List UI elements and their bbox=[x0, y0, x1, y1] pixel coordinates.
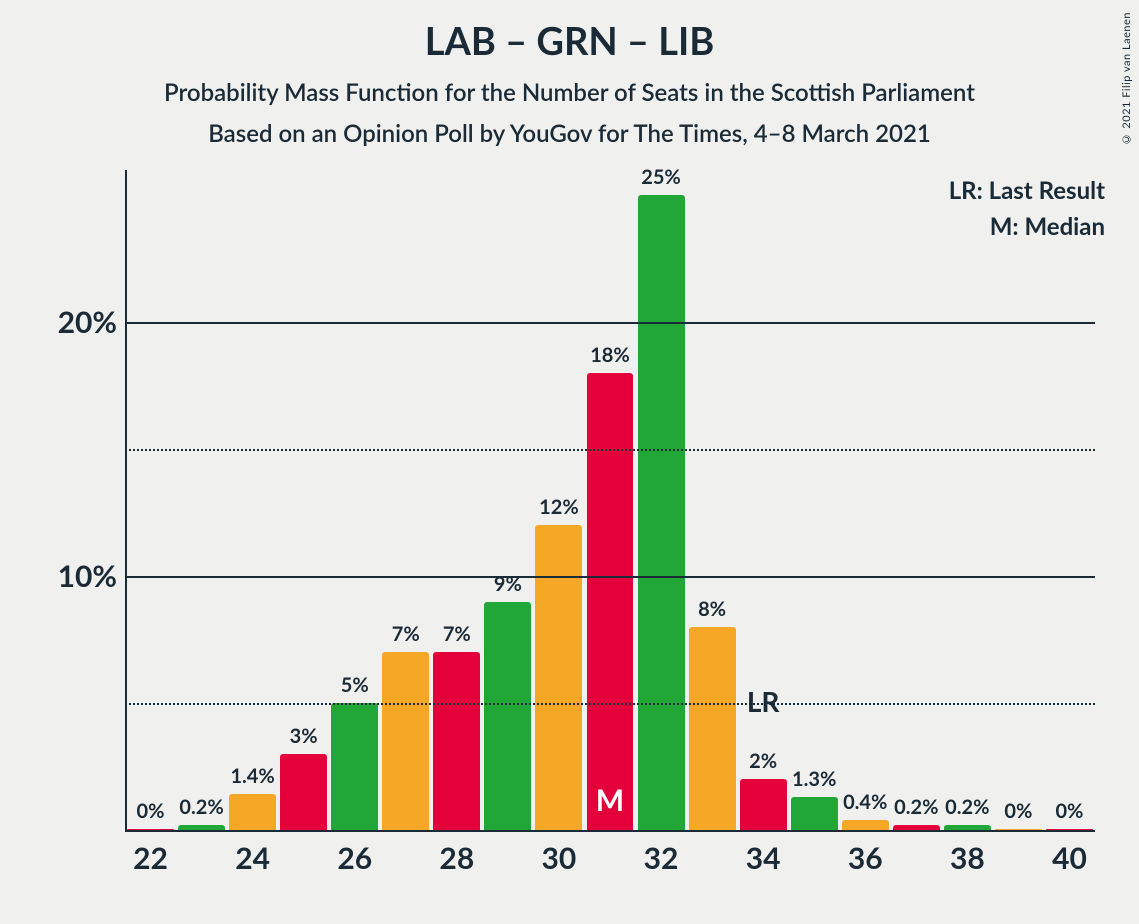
bar-value-label: 8% bbox=[698, 597, 726, 621]
bar: 1.3% bbox=[791, 797, 838, 830]
bar: 12% bbox=[535, 525, 582, 830]
bar-value-label: 7% bbox=[392, 622, 420, 646]
chart-subtitle-1: Probability Mass Function for the Number… bbox=[0, 78, 1139, 107]
bar: 7% bbox=[433, 652, 480, 830]
last-result-annotation: LR bbox=[747, 684, 780, 718]
ytick-label: 20% bbox=[58, 304, 117, 340]
bar-value-label: 0% bbox=[137, 799, 165, 823]
xtick-label: 24 bbox=[235, 840, 270, 876]
bar-value-label: 9% bbox=[494, 572, 522, 596]
median-marker: M bbox=[596, 782, 624, 818]
bar-value-label: 0.2% bbox=[179, 795, 223, 819]
chart-subtitle-2: Based on an Opinion Poll by YouGov for T… bbox=[0, 119, 1139, 148]
y-axis-line bbox=[125, 170, 127, 830]
bar-value-label: 25% bbox=[641, 165, 681, 189]
bar-value-label: 5% bbox=[341, 673, 369, 697]
grid-major bbox=[125, 322, 1095, 324]
bar-value-label: 0.4% bbox=[843, 790, 887, 814]
bar-value-label: 12% bbox=[539, 495, 579, 519]
grid-major bbox=[125, 576, 1095, 578]
xtick-label: 38 bbox=[950, 840, 985, 876]
bar-value-label: 3% bbox=[290, 724, 318, 748]
bar-value-label: 1.3% bbox=[792, 767, 836, 791]
bar-value-label: 2% bbox=[749, 749, 777, 773]
bar-value-label: 1.4% bbox=[230, 764, 274, 788]
legend-median: M: Median bbox=[990, 212, 1105, 241]
xtick-label: 22 bbox=[133, 840, 168, 876]
plot-area: 0%0.2%1.4%3%5%7%7%9%12%18%M25%8%2%1.3%0.… bbox=[125, 170, 1095, 830]
bar: 9% bbox=[484, 602, 531, 830]
bar: 8% bbox=[689, 627, 736, 830]
x-axis-line bbox=[125, 830, 1095, 832]
bar: 5% bbox=[331, 703, 378, 830]
xtick-label: 40 bbox=[1052, 840, 1087, 876]
bar: 2% bbox=[740, 779, 787, 830]
grid-minor bbox=[125, 449, 1095, 451]
bar-value-label: 0.2% bbox=[945, 795, 989, 819]
xtick-label: 30 bbox=[542, 840, 577, 876]
chart-title: LAB – GRN – LIB bbox=[0, 0, 1139, 64]
bars-container: 0%0.2%1.4%3%5%7%7%9%12%18%M25%8%2%1.3%0.… bbox=[125, 170, 1095, 830]
bar: 0.4% bbox=[842, 820, 889, 830]
bar: 25% bbox=[638, 195, 685, 830]
xtick-label: 32 bbox=[644, 840, 679, 876]
bar-value-label: 7% bbox=[443, 622, 471, 646]
copyright-text: © 2021 Filip van Laenen bbox=[1120, 12, 1133, 145]
bar: 18%M bbox=[587, 373, 634, 830]
bar-value-label: 0.2% bbox=[894, 795, 938, 819]
bar: 1.4% bbox=[229, 794, 276, 830]
bar: 3% bbox=[280, 754, 327, 830]
xtick-label: 34 bbox=[746, 840, 781, 876]
xtick-label: 28 bbox=[439, 840, 474, 876]
bar-value-label: 18% bbox=[590, 343, 630, 367]
legend-last-result: LR: Last Result bbox=[949, 176, 1105, 205]
chart-area: 0%0.2%1.4%3%5%7%7%9%12%18%M25%8%2%1.3%0.… bbox=[55, 170, 1115, 870]
bar: 7% bbox=[382, 652, 429, 830]
bar-value-label: 0% bbox=[1055, 799, 1083, 823]
xtick-label: 36 bbox=[848, 840, 883, 876]
xtick-label: 26 bbox=[337, 840, 372, 876]
grid-minor bbox=[125, 703, 1095, 705]
bar-value-label: 0% bbox=[1004, 799, 1032, 823]
ytick-label: 10% bbox=[58, 558, 117, 594]
